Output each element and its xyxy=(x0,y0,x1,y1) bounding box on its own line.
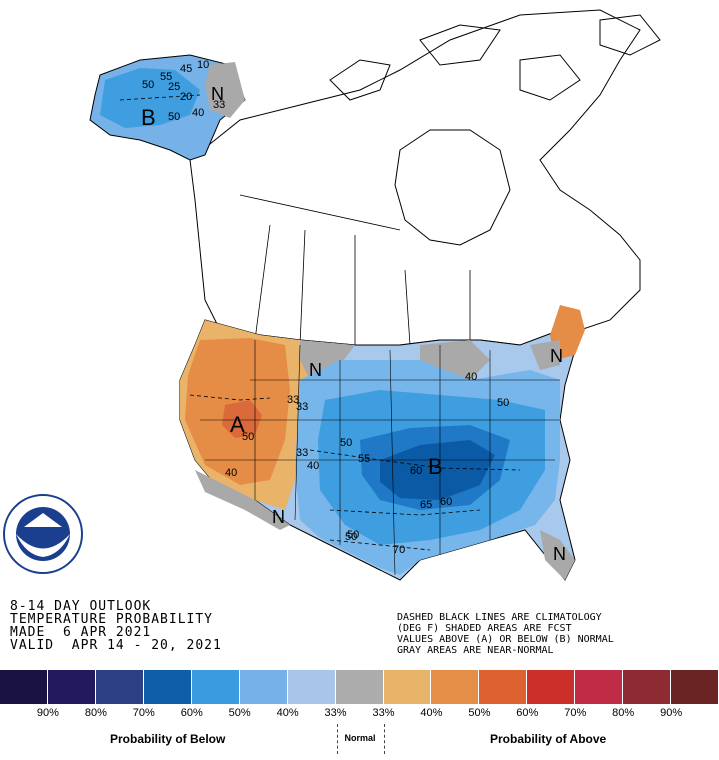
west-above-50 xyxy=(222,400,262,438)
contour-label: 33 xyxy=(213,99,225,111)
marker-below-central: B xyxy=(428,454,443,479)
legend-swatch xyxy=(623,670,672,704)
marker-below-alaska: B xyxy=(141,105,156,130)
legend-swatch xyxy=(287,670,336,704)
contour-label: 50 xyxy=(340,437,352,449)
legend-note-line: (DEG F) SHADED AREAS ARE FCST xyxy=(397,623,572,634)
outlook-made: MADE 6 APR 2021 xyxy=(10,625,152,640)
legend-swatch xyxy=(95,670,144,704)
normal-montana xyxy=(300,340,355,380)
arctic-islands xyxy=(329,14,661,101)
contour-label: 40 xyxy=(465,371,477,383)
marker-normal-montana: N xyxy=(309,360,322,380)
contour-label: 45 xyxy=(180,63,192,75)
contour-label: 70 xyxy=(393,544,405,556)
climatology-lines xyxy=(119,94,521,551)
pct-spacer xyxy=(0,707,24,721)
normal-southwest xyxy=(195,470,290,530)
percent-label: 70% xyxy=(132,707,155,719)
percent-label: 80% xyxy=(84,707,107,719)
legend-swatch xyxy=(527,670,576,704)
hudson-bay xyxy=(394,129,511,246)
legend-swatch xyxy=(47,670,96,704)
probability-colorbar xyxy=(0,670,719,704)
temperature-outlook-map: B N A B N N N N 45 50 25 55 10 20 40 50 … xyxy=(89,9,661,581)
contour-label: 33 xyxy=(287,394,299,406)
contour-label: 60 xyxy=(410,465,422,477)
legend-swatch xyxy=(383,670,432,704)
noaa-logo-text: NOARA xyxy=(27,530,60,540)
percent-label: 90% xyxy=(36,707,59,719)
percent-label: 33% xyxy=(324,707,347,719)
pct-spacer xyxy=(695,707,719,721)
legend-swatch xyxy=(431,670,480,704)
contour-labels: 45 50 25 55 10 20 40 50 33 33 50 40 33 4… xyxy=(142,59,509,556)
contour-label: 60 xyxy=(440,496,452,508)
contour-label: 50 xyxy=(168,111,180,123)
above-label: Probability of Above xyxy=(490,732,607,746)
percent-label: 40% xyxy=(276,707,299,719)
contour-label: 50 xyxy=(347,529,359,541)
legend-note-line: GRAY AREAS ARE NEAR-NORMAL xyxy=(397,645,554,656)
contour-label: 55 xyxy=(358,453,370,465)
legend-swatch xyxy=(575,670,624,704)
legend-notes: DASHED BLACK LINES ARE CLIMATOLOGY (DEG … xyxy=(397,612,614,656)
contour-label: 25 xyxy=(168,81,180,93)
percent-label: 40% xyxy=(420,707,443,719)
contour-label: 10 xyxy=(197,59,209,71)
percent-label: 60% xyxy=(516,707,539,719)
percent-label: 70% xyxy=(564,707,587,719)
contour-label: 65 xyxy=(420,499,432,511)
marker-normal-southwest: N xyxy=(272,507,285,527)
legend-swatch xyxy=(239,670,288,704)
normal-new-england xyxy=(530,340,560,370)
outlook-title: 8-14 DAY OUTLOOK xyxy=(10,599,152,614)
outlook-info: 8-14 DAY OUTLOOK TEMPERATURE PROBABILITY… xyxy=(10,600,222,652)
outlook-type: TEMPERATURE PROBABILITY xyxy=(10,612,214,627)
percent-label: 50% xyxy=(228,707,251,719)
percent-labels: 90% 80% 70% 60% 50% 40% 33% 33% 40% 50% 60% 70% 80% 9… xyxy=(0,707,719,721)
contour-label: 50 xyxy=(142,79,154,91)
percent-label: 50% xyxy=(468,707,491,719)
contour-label: 33 xyxy=(296,447,308,459)
outlook-valid: VALID APR 14 - 20, 2021 xyxy=(10,638,222,653)
legend-swatch xyxy=(191,670,240,704)
percent-label: 80% xyxy=(612,707,635,719)
contour-label: 40 xyxy=(225,467,237,479)
normal-label: Normal xyxy=(344,733,376,743)
marker-above-basin: A xyxy=(230,412,245,437)
marker-normal-newengland: N xyxy=(550,346,563,366)
percent-label: 33% xyxy=(372,707,395,719)
central-below-70 xyxy=(380,440,495,500)
province-lines xyxy=(239,194,471,346)
normal-box xyxy=(337,724,385,754)
contour-label: 40 xyxy=(192,107,204,119)
contour-label: 40 xyxy=(307,460,319,472)
contour-label: 50 xyxy=(242,431,254,443)
below-label: Probability of Below xyxy=(110,732,226,746)
legend-swatch xyxy=(671,670,719,704)
percent-label: 60% xyxy=(180,707,203,719)
contour-label: 50 xyxy=(345,531,357,543)
normal-florida xyxy=(540,530,575,580)
marker-normal-alaska: N xyxy=(211,84,224,104)
alaska-normal xyxy=(205,62,245,118)
legend-note-line: VALUES ABOVE (A) OR BELOW (B) NORMAL xyxy=(397,634,614,645)
legend-swatch xyxy=(335,670,384,704)
contour-label: 20 xyxy=(180,91,192,103)
legend-swatch xyxy=(479,670,528,704)
legend-swatch xyxy=(0,670,48,704)
noaa-logo: NOARA xyxy=(3,494,83,574)
contour-label: 33 xyxy=(296,401,308,413)
contour-label: 55 xyxy=(160,71,172,83)
legend-note-line: DASHED BLACK LINES ARE CLIMATOLOGY xyxy=(397,612,602,623)
percent-label: 90% xyxy=(660,707,683,719)
legend-swatch xyxy=(143,670,192,704)
marker-normal-florida: N xyxy=(553,544,566,564)
contour-label: 50 xyxy=(497,397,509,409)
